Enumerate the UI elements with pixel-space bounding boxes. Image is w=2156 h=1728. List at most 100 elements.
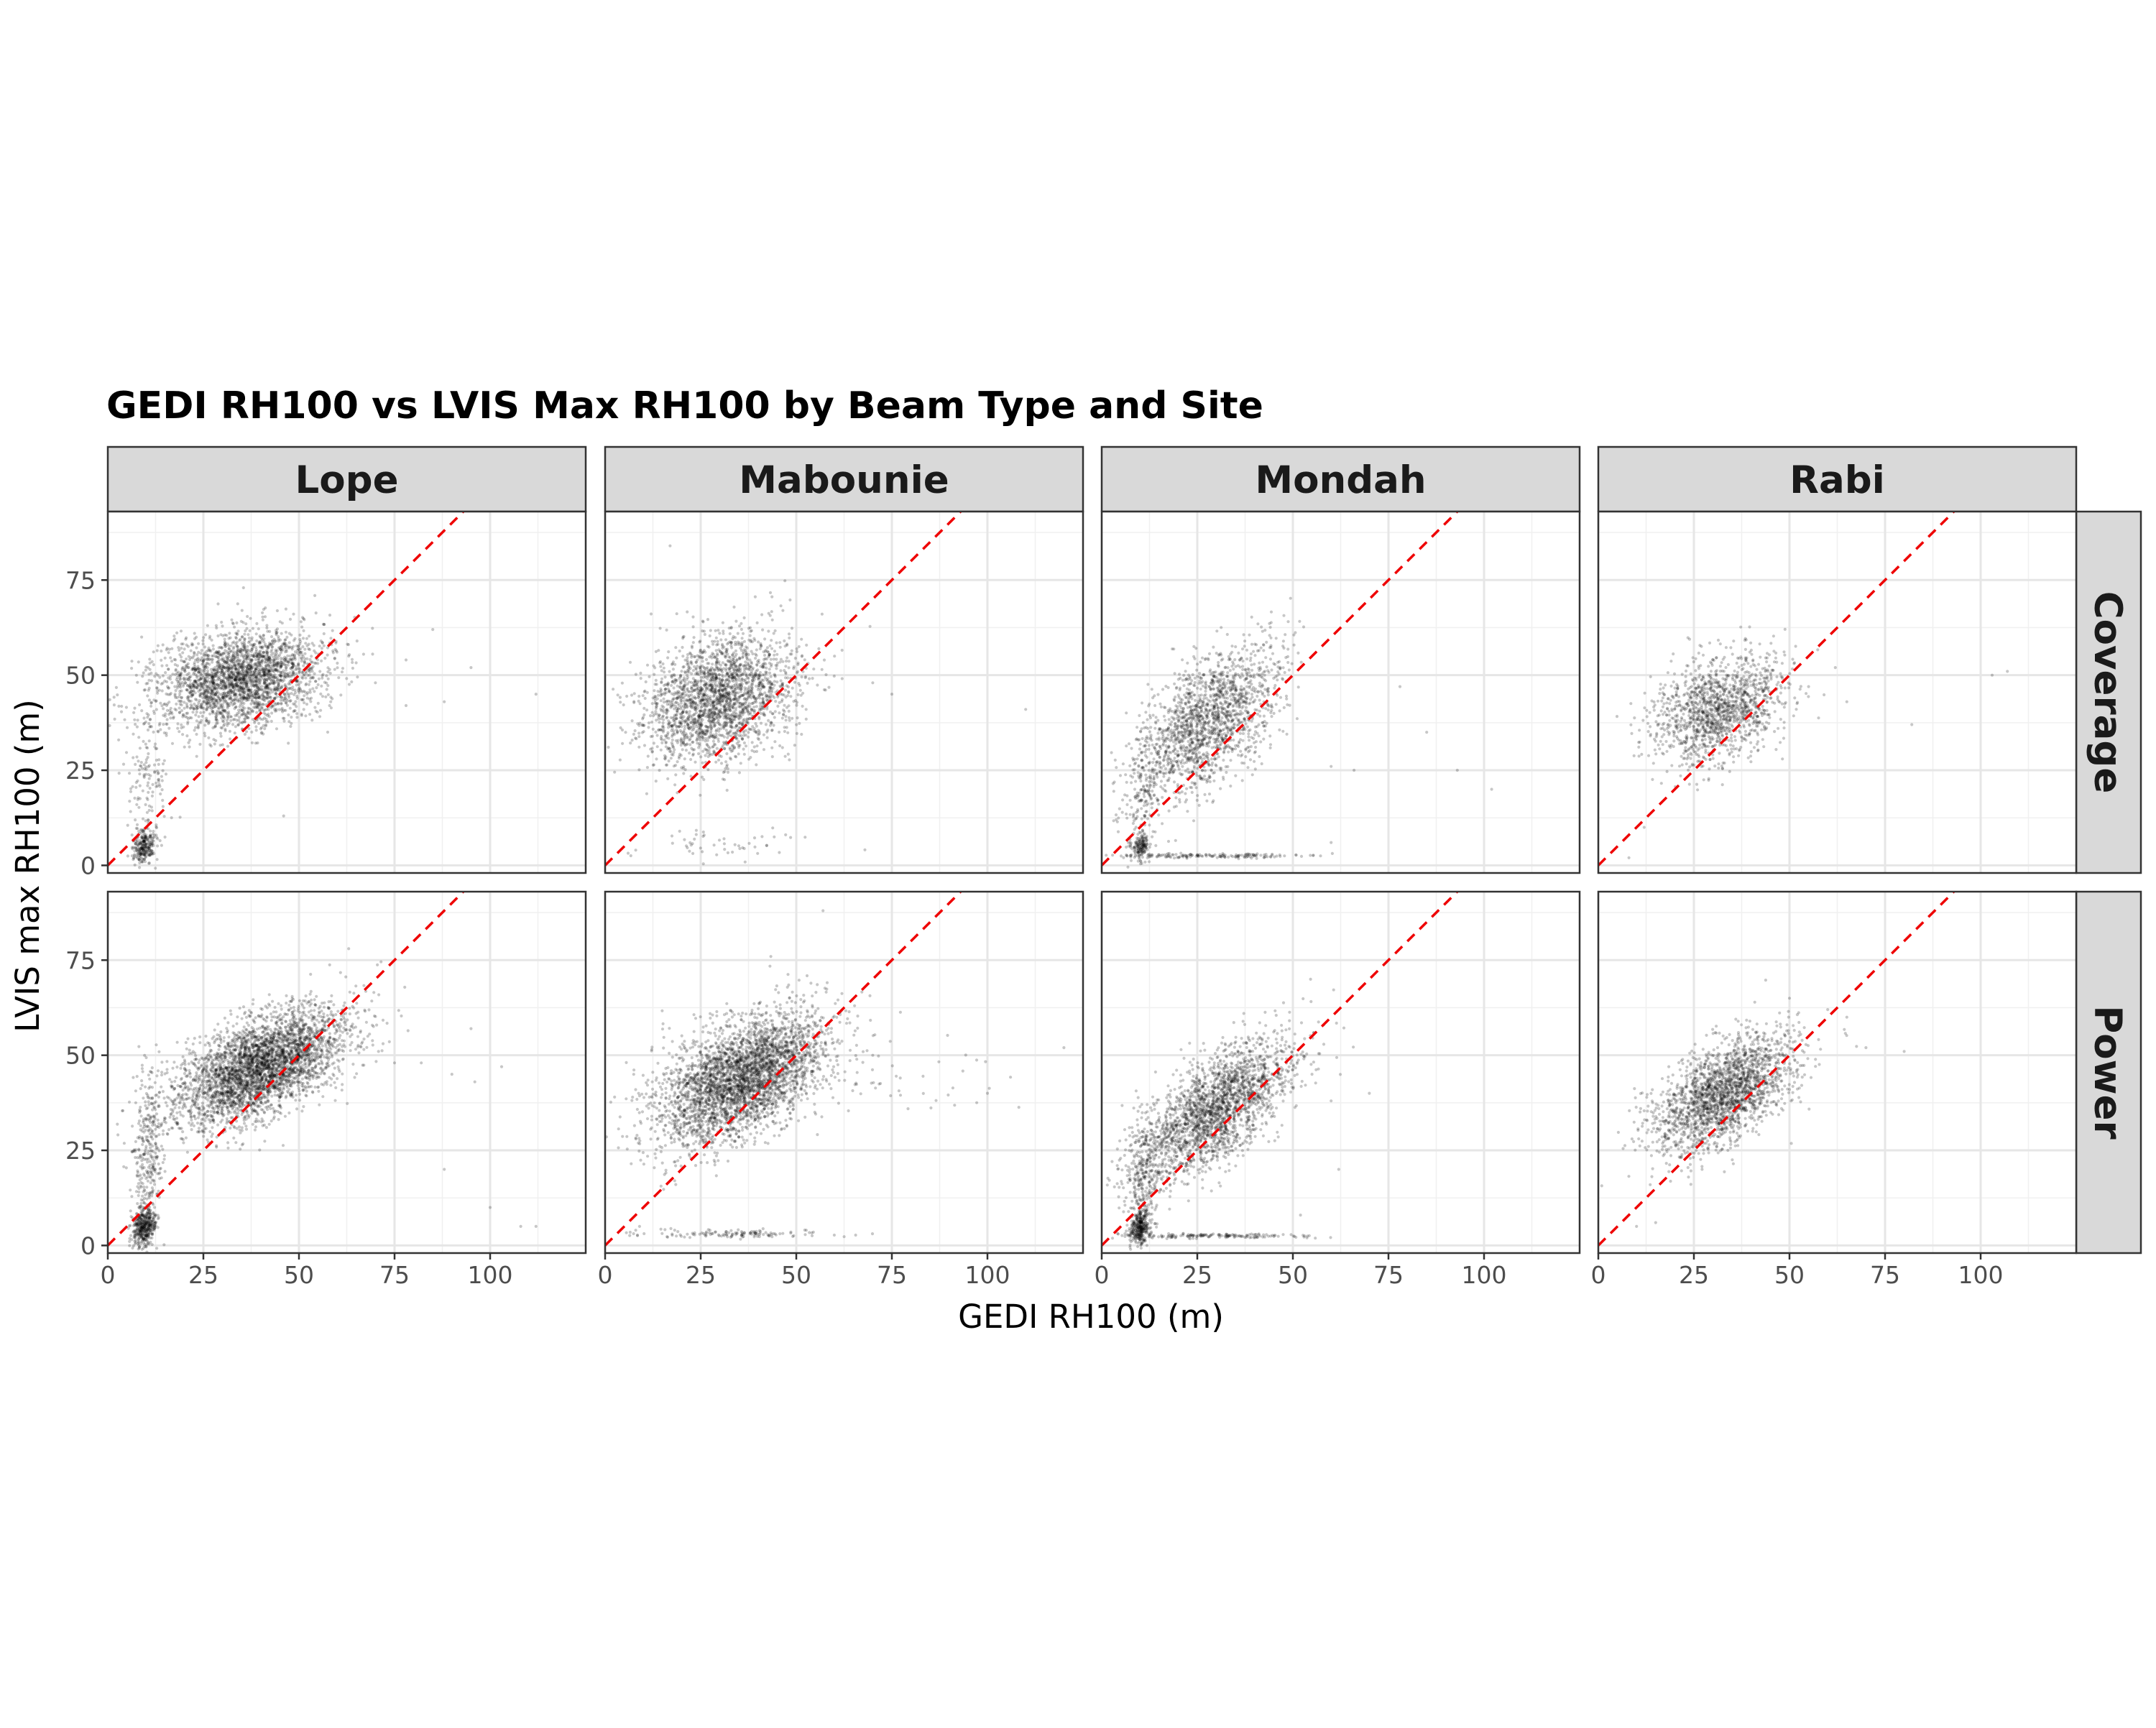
data-point xyxy=(249,671,252,674)
data-point xyxy=(152,650,155,653)
data-point xyxy=(206,699,208,702)
data-point xyxy=(690,690,693,693)
data-point xyxy=(215,691,218,694)
data-point xyxy=(676,685,679,688)
data-point xyxy=(701,660,704,662)
data-point xyxy=(150,849,153,852)
data-point xyxy=(362,652,365,655)
data-point xyxy=(180,724,183,726)
data-point xyxy=(666,703,669,706)
data-point xyxy=(257,657,260,660)
data-point xyxy=(624,731,627,734)
data-point xyxy=(239,686,242,689)
data-point xyxy=(153,764,156,767)
data-point xyxy=(663,670,665,673)
data-point xyxy=(153,745,156,748)
data-point xyxy=(371,652,374,655)
data-point xyxy=(208,713,211,716)
data-point xyxy=(210,744,213,747)
data-point xyxy=(229,730,231,733)
data-point xyxy=(805,718,808,721)
data-point xyxy=(776,705,779,708)
data-point xyxy=(676,711,678,713)
data-point xyxy=(142,716,145,719)
data-point xyxy=(325,674,328,677)
data-point xyxy=(134,763,137,766)
data-point xyxy=(157,644,160,647)
data-point xyxy=(257,692,259,695)
data-point xyxy=(282,648,285,651)
data-point xyxy=(717,737,719,740)
data-point xyxy=(752,706,755,708)
data-point xyxy=(142,840,145,843)
data-point xyxy=(220,693,223,696)
y-tick-label: 75 xyxy=(65,566,96,594)
data-point xyxy=(270,642,272,645)
data-point xyxy=(700,672,703,675)
data-point xyxy=(289,687,292,690)
data-point xyxy=(318,670,321,673)
data-point xyxy=(774,629,777,632)
data-point xyxy=(714,703,717,706)
data-point xyxy=(285,631,287,634)
data-point xyxy=(746,667,749,670)
data-point xyxy=(788,660,791,662)
data-point xyxy=(297,663,300,666)
data-point xyxy=(241,655,244,657)
data-point xyxy=(228,722,231,725)
data-point xyxy=(125,751,128,754)
data-point xyxy=(304,676,307,679)
data-point xyxy=(130,667,133,670)
data-point xyxy=(206,702,209,705)
data-point xyxy=(660,705,663,708)
data-point xyxy=(659,627,662,629)
data-point xyxy=(203,711,206,713)
data-point xyxy=(683,727,686,730)
data-point xyxy=(270,696,272,699)
data-point xyxy=(269,665,272,667)
data-point xyxy=(241,701,244,704)
data-point xyxy=(144,761,147,764)
data-point xyxy=(300,676,303,679)
data-point xyxy=(738,771,741,774)
data-point xyxy=(754,657,757,660)
data-point xyxy=(223,717,226,720)
data-point xyxy=(226,706,229,709)
data-point xyxy=(142,818,144,821)
data-point xyxy=(323,623,326,626)
data-point xyxy=(685,703,688,706)
data-point xyxy=(241,670,244,673)
data-point xyxy=(801,675,803,678)
data-point xyxy=(784,715,787,718)
data-point xyxy=(308,688,311,691)
data-point xyxy=(149,787,152,790)
data-point xyxy=(195,675,198,678)
data-point xyxy=(224,729,227,732)
data-point xyxy=(714,629,717,632)
data-point xyxy=(712,695,715,698)
data-point xyxy=(256,706,259,708)
data-point xyxy=(350,680,353,683)
data-point xyxy=(236,641,239,644)
data-point xyxy=(152,710,155,713)
data-point xyxy=(243,691,246,694)
data-point xyxy=(120,711,123,713)
data-point xyxy=(254,725,257,728)
data-point xyxy=(289,700,292,703)
data-point xyxy=(741,673,744,676)
data-point xyxy=(773,680,776,683)
data-point xyxy=(348,683,351,685)
data-point xyxy=(769,711,772,713)
data-point xyxy=(156,692,159,695)
data-point xyxy=(156,844,159,847)
data-point xyxy=(161,799,164,802)
data-point xyxy=(701,719,704,721)
data-point xyxy=(336,666,338,669)
data-point xyxy=(113,703,116,706)
data-point xyxy=(794,699,797,702)
data-point xyxy=(247,641,250,644)
data-point xyxy=(197,651,200,654)
data-point xyxy=(291,654,294,657)
data-point xyxy=(268,630,271,633)
data-point xyxy=(239,647,242,650)
